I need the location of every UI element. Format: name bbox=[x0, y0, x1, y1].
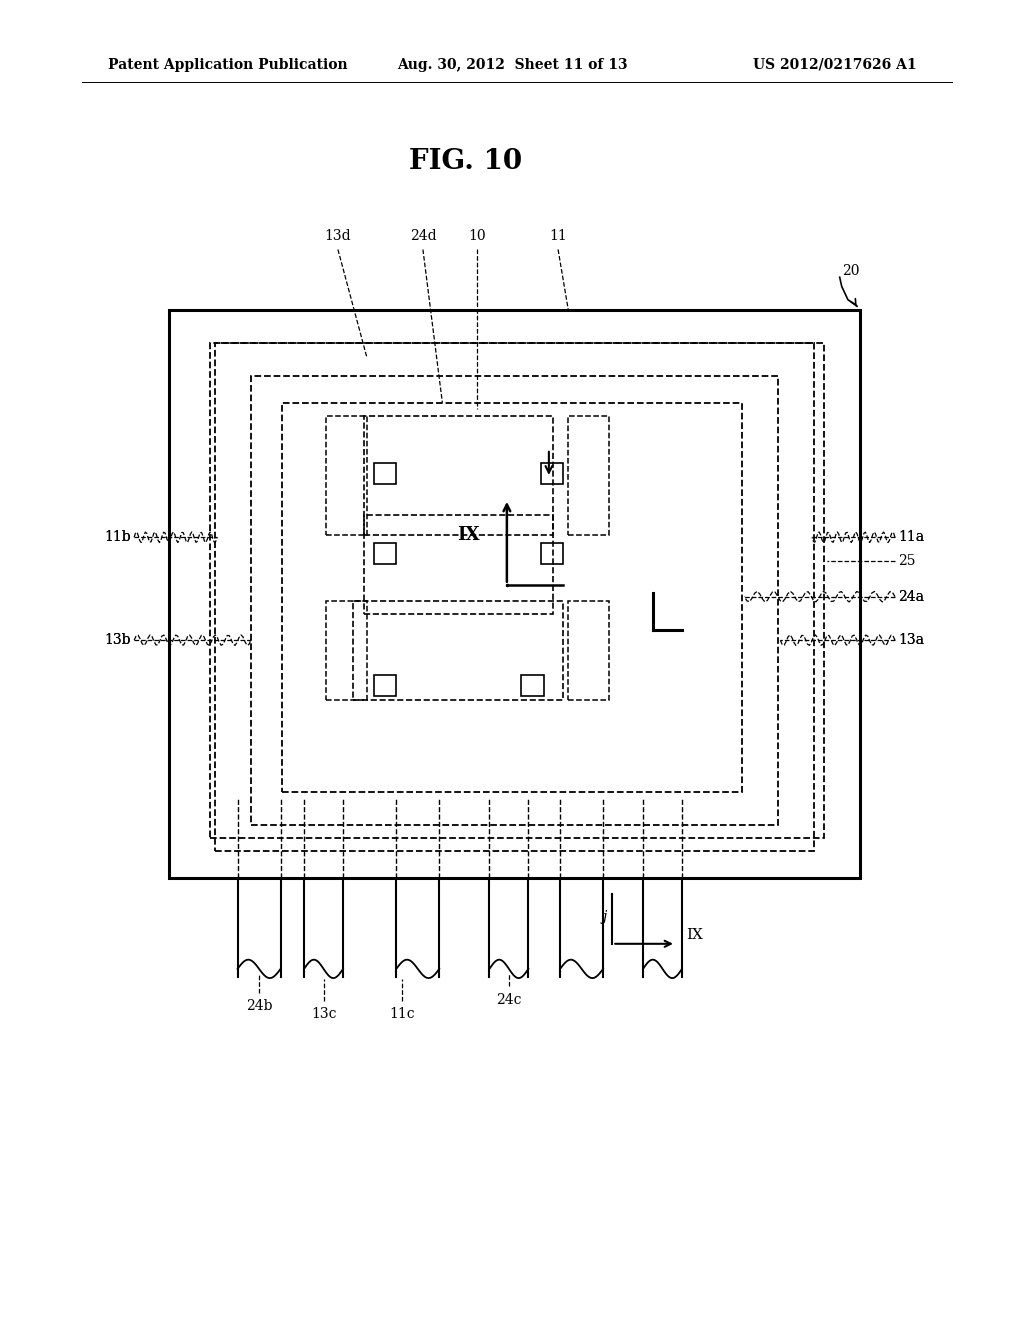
Bar bbox=[353, 601, 563, 700]
Bar bbox=[374, 543, 396, 564]
Text: j: j bbox=[602, 911, 606, 924]
Text: 13c: 13c bbox=[311, 1007, 336, 1022]
Text: 13a: 13a bbox=[898, 634, 924, 647]
Bar bbox=[364, 515, 553, 614]
Bar bbox=[282, 403, 742, 792]
Text: IX: IX bbox=[457, 525, 479, 544]
Bar bbox=[374, 463, 396, 484]
Bar bbox=[251, 376, 778, 825]
Bar bbox=[326, 416, 367, 535]
Text: FIG. 10: FIG. 10 bbox=[410, 148, 522, 174]
Bar bbox=[326, 601, 367, 700]
Text: 25: 25 bbox=[898, 554, 915, 568]
Text: 24a: 24a bbox=[898, 590, 924, 603]
Text: 11: 11 bbox=[549, 228, 567, 243]
Text: 20: 20 bbox=[842, 264, 859, 277]
Bar bbox=[210, 343, 824, 838]
Text: 13b: 13b bbox=[104, 634, 131, 647]
Bar bbox=[541, 463, 563, 484]
Bar bbox=[568, 416, 609, 535]
Text: 11c: 11c bbox=[389, 1007, 416, 1022]
Bar bbox=[374, 675, 396, 696]
Text: 24b: 24b bbox=[246, 999, 272, 1014]
Text: 13b: 13b bbox=[104, 634, 131, 647]
Text: US 2012/0217626 A1: US 2012/0217626 A1 bbox=[753, 58, 916, 71]
Bar bbox=[169, 310, 860, 878]
Text: 11b: 11b bbox=[104, 531, 131, 544]
Text: IX: IX bbox=[686, 928, 702, 941]
Bar bbox=[364, 416, 553, 535]
Bar bbox=[541, 543, 563, 564]
Text: 11b: 11b bbox=[104, 531, 131, 544]
Bar bbox=[215, 343, 814, 851]
Text: 10: 10 bbox=[468, 228, 486, 243]
Bar bbox=[521, 675, 544, 696]
Text: 11a: 11a bbox=[898, 531, 925, 544]
Text: 13a: 13a bbox=[898, 634, 924, 647]
Text: Aug. 30, 2012  Sheet 11 of 13: Aug. 30, 2012 Sheet 11 of 13 bbox=[396, 58, 628, 71]
Text: 24c: 24c bbox=[497, 993, 521, 1007]
Text: 24a: 24a bbox=[898, 590, 924, 603]
Bar bbox=[568, 601, 609, 700]
Text: Patent Application Publication: Patent Application Publication bbox=[108, 58, 347, 71]
Text: 24d: 24d bbox=[410, 228, 436, 243]
Text: 13d: 13d bbox=[325, 228, 351, 243]
Text: 11a: 11a bbox=[898, 531, 925, 544]
